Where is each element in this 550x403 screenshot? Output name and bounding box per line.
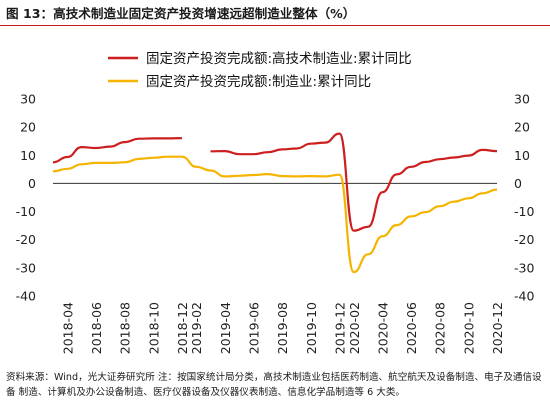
right-y-tick-label: -40	[514, 289, 534, 304]
right-y-axis: -40 -30 -20 -10 0 10 20 30	[514, 92, 534, 304]
series-layer	[52, 132, 498, 274]
series-line-manufacturing	[52, 155, 498, 274]
left-y-tick-label: -10	[16, 204, 36, 219]
source-note: 资料来源：Wind，光大证券研究所 注：按国家统计局分类，高技术制造业包括医药制…	[6, 372, 542, 398]
x-tick-label: 2019-02	[189, 302, 204, 354]
title-bar: 图 13：高技术制造业固定资产投资增速远超制造业整体（%）	[0, 0, 550, 26]
right-y-tick-label: 20	[514, 120, 530, 135]
right-y-tick-label: 0	[514, 176, 522, 191]
x-tick-label: 2020-02	[347, 302, 362, 354]
right-y-tick-label: -30	[514, 260, 534, 275]
left-y-tick-label: -30	[16, 260, 36, 275]
right-y-tick-label: 10	[514, 148, 530, 163]
figure-title: 图 13：高技术制造业固定资产投资增速远超制造业整体（%）	[6, 6, 356, 21]
x-tick-label: 2019-12	[332, 302, 347, 354]
series-line-high-tech	[52, 137, 182, 164]
x-tick-label: 2020-12	[490, 302, 505, 354]
left-y-tick-label: 10	[20, 148, 36, 163]
x-axis-tick-labels: 2018-04 2018-06 2018-08 2018-10 2018-12 2019-…	[60, 302, 505, 354]
series-line-high-tech	[210, 132, 498, 232]
x-tick-label: 2019-04	[218, 302, 233, 354]
x-tick-label: 2020-06	[404, 302, 419, 354]
legend-item-manufacturing-label: 固定资产投资完成额:制造业:累计同比	[146, 74, 371, 90]
legend-item-high-tech-label: 固定资产投资完成额:高技术制造业:累计同比	[146, 50, 412, 67]
x-tick-label: 2018-10	[146, 302, 161, 354]
x-tick-label: 2018-04	[60, 302, 75, 354]
x-tick-label: 2019-06	[247, 302, 262, 354]
right-y-tick-label: -20	[514, 232, 534, 247]
left-y-tick-label: 0	[28, 176, 36, 191]
left-y-tick-label: -40	[16, 289, 36, 304]
x-tick-label: 2020-08	[433, 302, 448, 354]
x-tick-label: 2018-12	[175, 302, 190, 354]
left-y-axis: -40 -30 -20 -10 0 10 20 30	[16, 92, 36, 304]
left-y-tick-label: -20	[16, 232, 36, 247]
x-tick-label: 2020-10	[461, 302, 476, 354]
line-chart: 固定资产投资完成额:高技术制造业:累计同比固定资产投资完成额:制造业:累计同比 …	[16, 50, 535, 354]
right-y-tick-label: 30	[514, 92, 530, 107]
x-tick-label: 2018-08	[118, 302, 133, 354]
left-y-tick-label: 20	[20, 120, 36, 135]
left-y-tick-label: 30	[20, 92, 36, 107]
x-tick-label: 2019-10	[304, 302, 319, 354]
x-tick-label: 2019-08	[275, 302, 290, 354]
x-tick-label: 2018-06	[89, 302, 104, 354]
right-y-tick-label: -10	[514, 204, 534, 219]
x-tick-label: 2020-04	[375, 302, 390, 354]
